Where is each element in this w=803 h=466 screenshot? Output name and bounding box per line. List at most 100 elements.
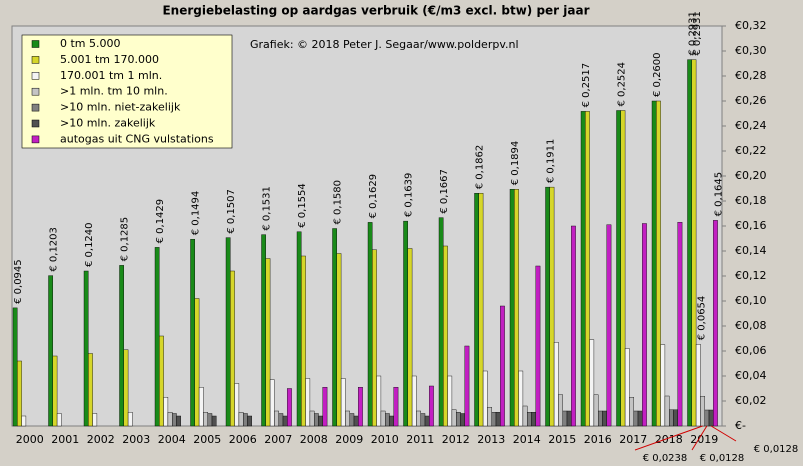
- bar: [318, 415, 324, 427]
- data-label: € 0,0128: [754, 444, 799, 455]
- y-tick-label: €0,26: [735, 94, 767, 107]
- bar: [274, 410, 279, 427]
- y-tick-label: €0,12: [735, 269, 767, 282]
- data-label: € 0,1285: [120, 217, 131, 262]
- bar: [558, 394, 563, 427]
- bar: [677, 222, 683, 427]
- y-tick-label: €0,22: [735, 144, 767, 157]
- bar: [518, 370, 524, 427]
- legend-swatch: [31, 119, 40, 128]
- bar: [52, 355, 58, 427]
- data-label: € 0,1531: [262, 186, 273, 231]
- bar: [194, 298, 200, 427]
- bar: [571, 225, 576, 427]
- bar: [451, 409, 457, 427]
- bar: [411, 375, 417, 427]
- bar: [119, 265, 125, 427]
- bar: [92, 413, 98, 427]
- bar: [234, 383, 240, 427]
- legend-label: 170.001 tm 1 mln.: [60, 69, 162, 82]
- bar: [12, 307, 18, 427]
- bar: [487, 407, 492, 427]
- data-label: € 0,2524: [617, 62, 628, 107]
- y-tick-label: €0,10: [735, 294, 767, 307]
- bar: [566, 410, 572, 427]
- bar: [265, 258, 271, 427]
- bar: [211, 415, 217, 427]
- legend-label: >1 mln. tm 10 mln.: [60, 85, 168, 98]
- bar: [376, 375, 382, 427]
- bar: [474, 193, 480, 427]
- bar: [691, 59, 697, 427]
- bar: [17, 360, 22, 427]
- y-tick-label: €0,18: [735, 194, 767, 207]
- bar: [522, 405, 528, 427]
- bar: [633, 410, 639, 427]
- bar: [336, 253, 342, 427]
- y-tick-label: €0,04: [735, 369, 767, 382]
- bar: [167, 412, 173, 427]
- x-tick-label: 2008: [300, 433, 328, 446]
- legend-swatch: [31, 135, 40, 144]
- bar: [261, 234, 267, 427]
- bar: [340, 378, 346, 427]
- chart-title: Energiebelasting op aardgas verbruik (€/…: [162, 4, 589, 18]
- bar: [482, 370, 488, 427]
- legend-swatch: [31, 103, 40, 112]
- bar: [269, 379, 275, 427]
- bar: [713, 220, 718, 427]
- x-tick-label: 2009: [335, 433, 363, 446]
- bar: [616, 110, 622, 427]
- bar: [88, 353, 93, 427]
- data-label: € 0,1911: [546, 139, 557, 184]
- bar: [83, 270, 89, 427]
- data-label: € 0,1580: [333, 180, 344, 225]
- y-tick-label: €0,32: [735, 19, 767, 32]
- bar: [495, 412, 501, 427]
- bar: [420, 413, 426, 427]
- bar: [585, 111, 590, 427]
- bar: [549, 186, 555, 427]
- bar: [460, 413, 466, 427]
- bar: [478, 193, 484, 427]
- bar: [673, 409, 679, 427]
- bar: [301, 255, 306, 427]
- y-tick-label: €0,20: [735, 169, 767, 182]
- data-label: € 0,0238: [643, 453, 688, 464]
- x-tick-label: 2003: [122, 433, 150, 446]
- bar: [580, 111, 586, 427]
- data-label: € 0,1629: [368, 174, 379, 219]
- bar: [247, 415, 253, 427]
- legend-swatch: [31, 56, 40, 64]
- legend-swatch: [31, 72, 40, 80]
- bar: [624, 348, 630, 427]
- bar: [429, 385, 434, 427]
- data-label: € 0,1203: [49, 227, 60, 272]
- data-label: € 0,0128: [700, 453, 745, 464]
- bar: [207, 413, 213, 427]
- data-label: € 0,1645: [713, 172, 724, 217]
- y-tick-label: €0,24: [735, 119, 767, 132]
- bar: [447, 375, 453, 427]
- x-tick-label: 2019: [690, 433, 718, 446]
- data-label: € 0,1894: [510, 141, 521, 186]
- bar: [593, 394, 599, 427]
- bar: [372, 249, 377, 427]
- data-label: € 0,1494: [191, 191, 202, 236]
- data-label: € 0,2517: [581, 63, 592, 108]
- bar: [491, 412, 497, 427]
- bar: [589, 339, 595, 427]
- bar: [238, 412, 244, 427]
- bar: [527, 412, 532, 427]
- bar: [660, 344, 666, 427]
- bar: [358, 387, 363, 427]
- bar: [349, 413, 355, 427]
- bar: [602, 410, 608, 427]
- bar: [367, 222, 373, 427]
- bar: [345, 410, 350, 427]
- y-tick-label: €0,30: [735, 44, 767, 57]
- bar: [176, 415, 182, 427]
- data-label: € 0,1862: [475, 145, 486, 190]
- bar: [56, 413, 62, 427]
- bar: [203, 412, 208, 427]
